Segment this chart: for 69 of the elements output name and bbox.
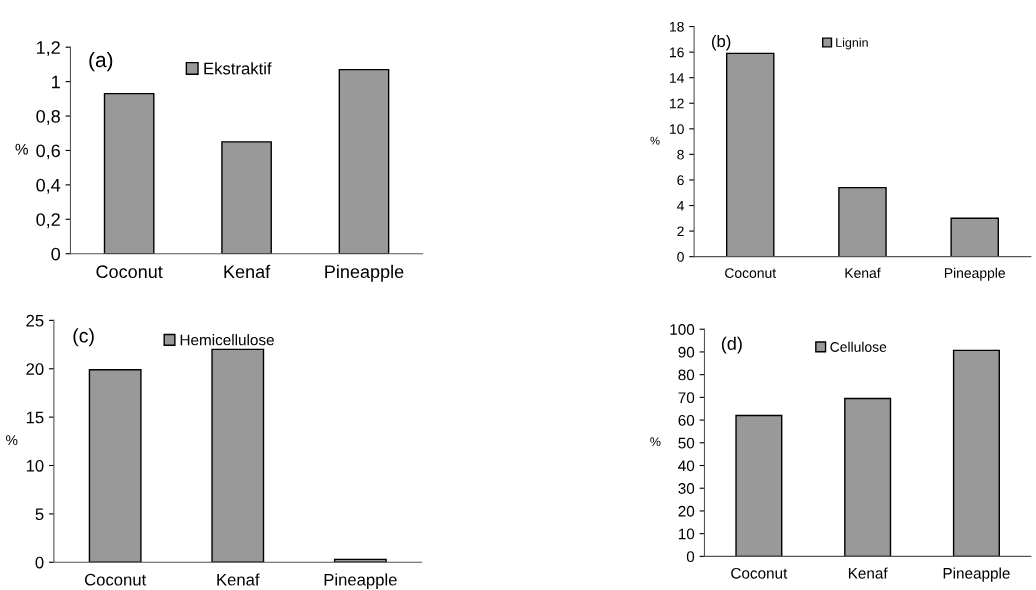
y-tick-label: 15 xyxy=(26,411,44,424)
y-tick-label: 20 xyxy=(26,363,44,375)
y-tick-label: 80 xyxy=(678,369,695,381)
y-tick-label: 0,8 xyxy=(36,109,60,125)
y-axis-title: % xyxy=(6,435,18,445)
bar xyxy=(725,52,775,257)
x-tick-label: Coconut xyxy=(731,567,788,579)
annotation: (d) xyxy=(721,336,742,354)
bar xyxy=(950,217,999,257)
y-tick-label: 100 xyxy=(670,324,695,335)
y-tick-label: 10 xyxy=(26,459,44,472)
y-axis-title: % xyxy=(650,437,661,447)
y-tick-label: 20 xyxy=(678,505,695,517)
annotation: (a) xyxy=(89,51,113,72)
y-tick-label: 10 xyxy=(678,528,695,540)
y-tick-label: 0 xyxy=(677,251,684,262)
legend-label: Cellulose xyxy=(830,341,887,352)
bar xyxy=(103,92,155,254)
y-tick-label: 12 xyxy=(670,98,684,109)
bar xyxy=(88,369,142,563)
y-tick-label: 90 xyxy=(678,346,695,358)
y-tick-label: 4 xyxy=(676,200,684,211)
x-tick-label: Coconut xyxy=(725,268,776,278)
x-tick-label: Kenaf xyxy=(845,267,881,278)
y-tick-label: 0 xyxy=(51,247,61,261)
y-tick-label: 14 xyxy=(670,73,684,83)
y-tick-label: 2 xyxy=(677,226,684,237)
bar xyxy=(221,141,272,254)
y-axis-title: % xyxy=(15,143,28,155)
y-tick-label: 40 xyxy=(678,460,695,472)
y-tick-label: 0 xyxy=(686,551,695,563)
x-tick-label: Pineapple xyxy=(325,264,404,282)
y-tick-label: 0 xyxy=(35,556,44,569)
legend-label: Lignin xyxy=(836,37,868,50)
y-tick-label: 18 xyxy=(670,21,684,32)
y-axis-title: % xyxy=(650,136,660,145)
y-tick-label: 6 xyxy=(677,175,684,186)
bar xyxy=(838,186,887,257)
x-tick-label: Kenaf xyxy=(224,264,271,279)
bar xyxy=(952,349,1000,557)
y-tick-label: 16 xyxy=(670,47,684,58)
bar xyxy=(735,414,783,557)
x-tick-label: Pineapple xyxy=(943,567,1010,582)
legend-label: Hemicellulose xyxy=(180,334,274,346)
annotation: (c) xyxy=(73,328,94,347)
bar xyxy=(844,397,892,557)
y-tick-label: 30 xyxy=(678,483,695,494)
bar xyxy=(211,348,265,563)
x-tick-label: Pineapple xyxy=(944,267,1005,281)
x-tick-label: Kenaf xyxy=(848,567,888,579)
y-tick-label: 25 xyxy=(26,314,44,327)
y-tick-label: 1 xyxy=(52,75,60,89)
y-tick-label: 50 xyxy=(678,437,695,449)
legend-label: Ekstraktif xyxy=(204,62,272,75)
bar xyxy=(338,68,390,254)
x-tick-label: Pineapple xyxy=(324,573,397,589)
y-tick-label: 0,4 xyxy=(36,178,61,194)
y-tick-label: 60 xyxy=(678,414,695,426)
y-tick-label: 0,6 xyxy=(36,144,60,160)
y-tick-label: 8 xyxy=(677,149,684,160)
y-tick-label: 1,2 xyxy=(37,41,60,57)
x-tick-label: Coconut xyxy=(96,265,163,279)
y-tick-label: 10 xyxy=(670,124,684,134)
x-tick-label: Kenaf xyxy=(217,573,260,586)
x-tick-label: Coconut xyxy=(84,573,147,586)
y-tick-label: 70 xyxy=(678,392,695,404)
y-tick-label: 5 xyxy=(35,508,44,521)
y-tick-label: 0,2 xyxy=(36,213,60,229)
annotation: (b) xyxy=(711,34,731,51)
